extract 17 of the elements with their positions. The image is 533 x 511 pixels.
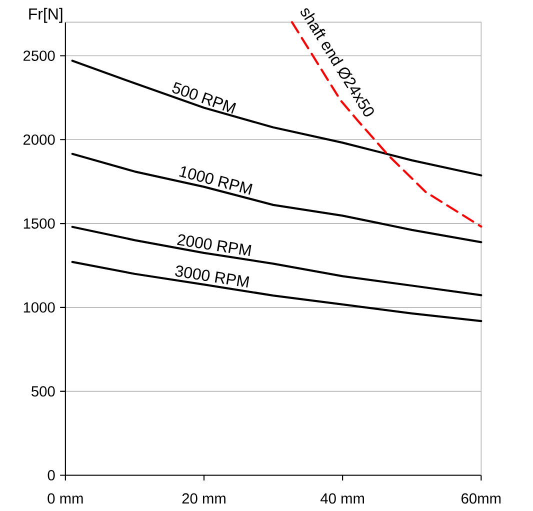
text: 2000 RPM <box>177 234 252 256</box>
line-series <box>71 261 482 322</box>
y-tick-label: 1000 <box>24 302 55 313</box>
text: 1000 RPM <box>179 166 252 195</box>
line-series <box>71 226 482 296</box>
y-tick-label: 500 <box>32 386 55 397</box>
x-tick-label: 40 mm <box>320 493 364 504</box>
y-tick-label: 0 <box>48 470 55 481</box>
y-tick-label: 2500 <box>24 50 55 62</box>
x-tick-label: 20 mm <box>182 493 226 504</box>
text: 500 RPM <box>172 82 236 114</box>
x-tick-label: 0 mm <box>48 493 83 504</box>
x-tick-label: 60mm <box>462 493 501 504</box>
y-tick-label: 2000 <box>24 134 55 145</box>
y-axis-title: Fr[N] <box>29 8 62 23</box>
text: 3000 RPM <box>175 266 250 288</box>
y-tick-label: 1500 <box>24 218 55 229</box>
